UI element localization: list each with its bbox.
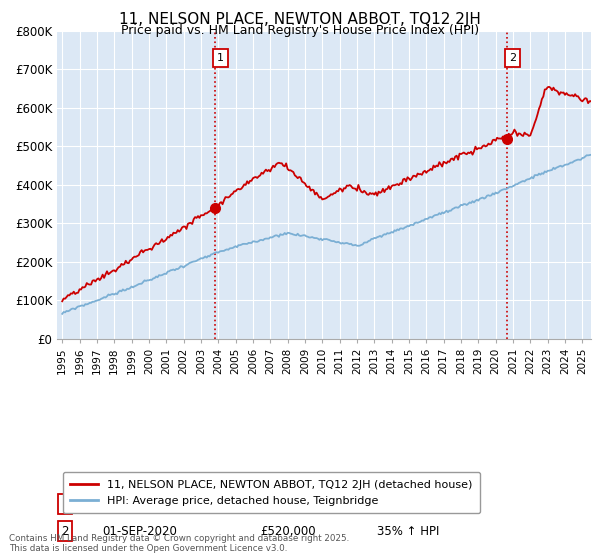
Text: 31-OCT-2003: 31-OCT-2003 — [103, 497, 179, 510]
Text: 01-SEP-2020: 01-SEP-2020 — [103, 525, 177, 538]
Text: 11, NELSON PLACE, NEWTON ABBOT, TQ12 2JH: 11, NELSON PLACE, NEWTON ABBOT, TQ12 2JH — [119, 12, 481, 27]
Text: Price paid vs. HM Land Registry's House Price Index (HPI): Price paid vs. HM Land Registry's House … — [121, 24, 479, 36]
Text: 2: 2 — [509, 53, 516, 63]
Text: 35% ↑ HPI: 35% ↑ HPI — [377, 525, 440, 538]
Text: Contains HM Land Registry data © Crown copyright and database right 2025.
This d: Contains HM Land Registry data © Crown c… — [9, 534, 349, 553]
Text: 45% ↑ HPI: 45% ↑ HPI — [377, 497, 440, 510]
Legend: 11, NELSON PLACE, NEWTON ABBOT, TQ12 2JH (detached house), HPI: Average price, d: 11, NELSON PLACE, NEWTON ABBOT, TQ12 2JH… — [62, 472, 480, 514]
Text: 1: 1 — [61, 497, 69, 510]
Text: 2: 2 — [61, 525, 69, 538]
Text: 1: 1 — [217, 53, 224, 63]
Text: £520,000: £520,000 — [260, 525, 316, 538]
Text: £339,950: £339,950 — [260, 497, 316, 510]
